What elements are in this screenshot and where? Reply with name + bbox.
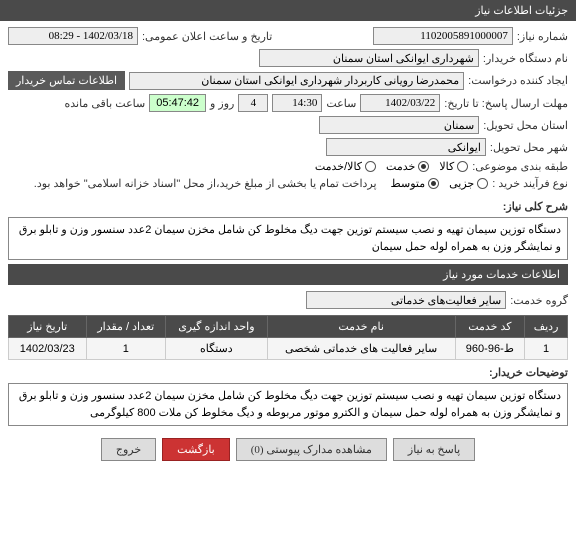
city-label: شهر محل تحویل:	[490, 141, 568, 154]
form-area: شماره نیاز: تاریخ و ساعت اعلان عمومی: نا…	[0, 21, 576, 200]
services-header-text: اطلاعات خدمات مورد نیاز	[443, 269, 560, 281]
days-label: روز و	[210, 97, 234, 110]
buttons-row: پاسخ به نیاز مشاهده مدارک پیوستی (0) باز…	[0, 430, 576, 469]
cell-name: سایر فعالیت های خدماتی شخصی	[267, 338, 455, 360]
back-button[interactable]: بازگشت	[162, 438, 230, 461]
attachments-button[interactable]: مشاهده مدارک پیوستی (0)	[236, 438, 387, 461]
cell-qty: 1	[86, 338, 166, 360]
desc-label: شرح کلی نیاز:	[503, 200, 568, 213]
need-number-field	[373, 27, 513, 45]
desc-box: دستگاه توزین سیمان تهیه و نصب سیستم توزی…	[8, 217, 568, 260]
group-field	[306, 291, 506, 309]
deadline-date-field	[360, 94, 440, 112]
buyer-org-label: نام دستگاه خریدار:	[483, 52, 568, 65]
radio-kala-label: کالا	[439, 160, 454, 173]
remaining-label: ساعت باقی مانده	[64, 97, 145, 110]
services-table: ردیف کد خدمت نام خدمت واحد اندازه گیری ت…	[8, 315, 568, 360]
process-label: نوع فرآیند خرید :	[492, 177, 568, 190]
radio-khedmat[interactable]: خدمت	[386, 160, 429, 173]
category-label: طبقه بندی موضوعی:	[472, 160, 568, 173]
radio-jozi[interactable]: جزیی	[449, 177, 488, 190]
radio-jozi-label: جزیی	[449, 177, 474, 190]
th-row: ردیف	[525, 316, 568, 338]
respond-button[interactable]: پاسخ به نیاز	[393, 438, 475, 461]
category-radio-group: کالا خدمت کالا/خدمت	[315, 160, 468, 173]
group-label: گروه خدمت:	[510, 294, 568, 307]
days-field	[238, 94, 268, 112]
th-qty: تعداد / مقدار	[86, 316, 166, 338]
process-note: پرداخت تمام یا بخشی از مبلغ خرید،از محل …	[34, 177, 377, 190]
deadline-label: مهلت ارسال پاسخ: تا تاریخ:	[444, 97, 568, 110]
deadline-time-field	[272, 94, 322, 112]
cell-code: ط-96-960	[455, 338, 525, 360]
cell-date: 1402/03/23	[9, 338, 87, 360]
process-radio-group: جزیی متوسط	[391, 177, 489, 190]
requester-field	[129, 72, 464, 90]
buyer-org-field	[259, 49, 479, 67]
need-number-label: شماره نیاز:	[517, 30, 568, 43]
services-header: اطلاعات خدمات مورد نیاز	[8, 264, 568, 285]
radio-motevaset-label: متوسط	[391, 177, 426, 190]
panel-header: جزئیات اطلاعات نیاز	[0, 0, 576, 21]
th-unit: واحد اندازه گیری	[166, 316, 268, 338]
exit-button[interactable]: خروج	[101, 438, 156, 461]
buyer-notes-box: دستگاه توزین سیمان تهیه و نصب سیستم توزی…	[8, 383, 568, 426]
cell-unit: دستگاه	[166, 338, 268, 360]
th-date: تاریخ نیاز	[9, 316, 87, 338]
panel-title: جزئیات اطلاعات نیاز	[475, 5, 568, 17]
announce-field	[8, 27, 138, 45]
radio-both[interactable]: کالا/خدمت	[315, 160, 376, 173]
radio-khedmat-label: خدمت	[386, 160, 415, 173]
city-field	[326, 138, 486, 156]
province-label: استان محل تحویل:	[483, 119, 568, 132]
province-field	[319, 116, 479, 134]
remaining-time-box: 05:47:42	[149, 94, 206, 112]
radio-kala[interactable]: کالا	[439, 160, 468, 173]
contact-button[interactable]: اطلاعات تماس خریدار	[8, 71, 125, 90]
requester-label: ایجاد کننده درخواست:	[468, 74, 568, 87]
buyer-notes-label: توضیحات خریدار:	[489, 366, 568, 379]
th-name: نام خدمت	[267, 316, 455, 338]
table-row[interactable]: 1 ط-96-960 سایر فعالیت های خدماتی شخصی د…	[9, 338, 568, 360]
hour-label-1: ساعت	[326, 97, 356, 110]
radio-motevaset[interactable]: متوسط	[391, 177, 440, 190]
radio-both-label: کالا/خدمت	[315, 160, 362, 173]
cell-row: 1	[525, 338, 568, 360]
th-code: کد خدمت	[455, 316, 525, 338]
announce-label: تاریخ و ساعت اعلان عمومی:	[142, 30, 272, 43]
